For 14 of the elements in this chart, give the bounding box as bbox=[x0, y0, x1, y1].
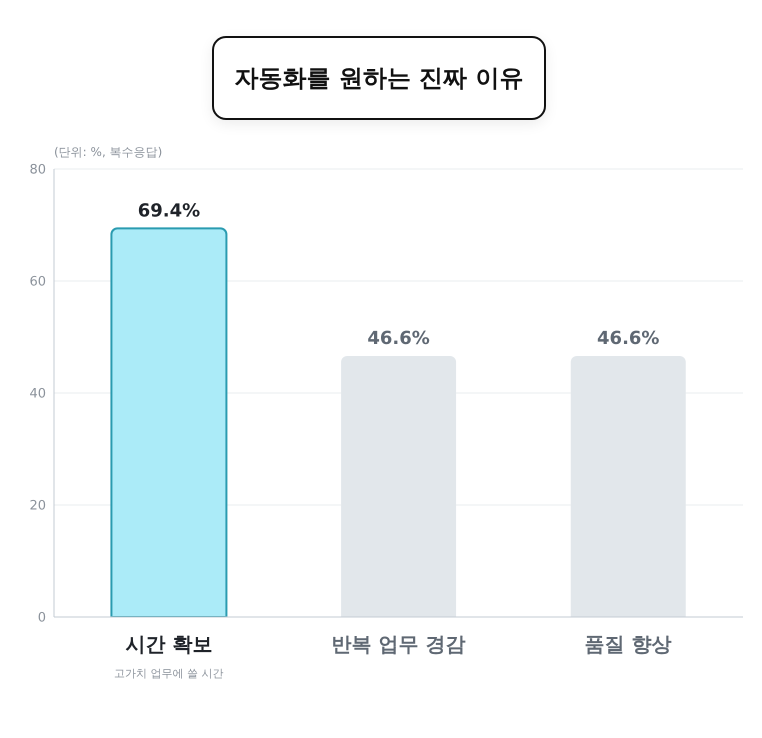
text: 고가치 업무에 쓸 시간 bbox=[114, 667, 224, 680]
data-label: 69.4% bbox=[138, 200, 200, 222]
x-tick-label: 반복 업무 경감 bbox=[332, 632, 466, 656]
y-axis-title: (단위: %, 복수응답) bbox=[54, 144, 162, 161]
chart-title: 자동화를 원하는 진짜 이유 bbox=[212, 36, 546, 120]
x-tick-label: 품질 향상 bbox=[584, 632, 672, 656]
y-tick-label: 0 bbox=[38, 610, 46, 626]
y-tick-label: 80 bbox=[29, 162, 46, 178]
y-tick-label: 60 bbox=[29, 274, 46, 290]
x-tick-label: 시간 확보 bbox=[125, 632, 212, 656]
data-label: 46.6% bbox=[367, 328, 430, 350]
y-tick-label: 40 bbox=[29, 386, 46, 402]
y-tick-label: 20 bbox=[29, 498, 46, 514]
data-label: 46.6% bbox=[597, 328, 660, 350]
